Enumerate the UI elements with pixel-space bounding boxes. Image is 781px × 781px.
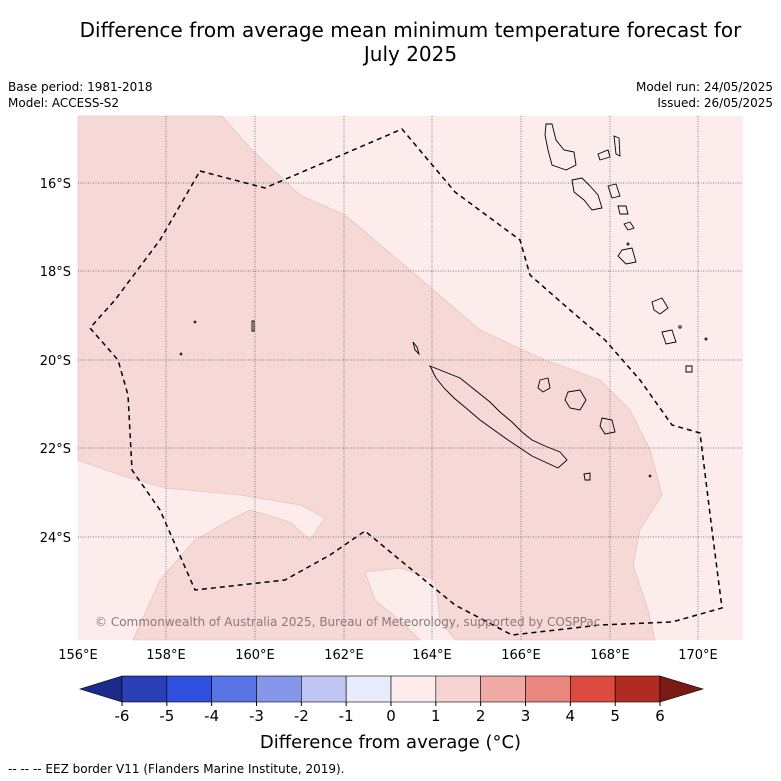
isle-of-pines — [583, 472, 591, 481]
colorbar-segment — [480, 675, 526, 703]
colorbar-segment — [570, 675, 616, 703]
left-meta: Base period: 1981-2018 Model: ACCESS-S2 — [8, 79, 153, 111]
x-tick-labels: 156°E 158°E 160°E 162°E 164°E 166°E 168°… — [58, 648, 718, 663]
colorbar-tick-label: 6 — [655, 707, 665, 725]
x-tick-170: 170°E — [678, 648, 718, 663]
loyalty-island-1 — [537, 377, 551, 393]
x-tick-168: 168°E — [590, 648, 630, 663]
loyalty-island-3 — [599, 417, 616, 435]
vanuatu-islands — [544, 123, 708, 373]
x-tick-166: 166°E — [501, 648, 541, 663]
x-tick-158: 158°E — [146, 648, 186, 663]
title-line-1: Difference from average mean minimum tem… — [79, 18, 742, 42]
right-meta: Model run: 24/05/2025 Issued: 26/05/2025 — [636, 79, 773, 111]
colorbar-segment — [256, 675, 302, 703]
loyalty-island-2 — [564, 389, 587, 411]
x-tick-160: 160°E — [235, 648, 275, 663]
colorbar-segment — [435, 675, 481, 703]
colorbar-label: Difference from average (°C) — [259, 732, 522, 753]
colorbar-segment — [525, 675, 571, 703]
colorbar-segment — [390, 675, 437, 703]
colorbar-tick-label: 4 — [566, 707, 576, 725]
colorbar-segment — [121, 675, 168, 703]
colorbar-segment — [301, 675, 347, 703]
y-tick-labels: 16°S 18°S 20°S 22°S 24°S — [40, 177, 71, 546]
colorbar-tick-label: -4 — [204, 707, 219, 725]
y-tick-16s: 16°S — [40, 177, 71, 192]
x-tick-164: 164°E — [412, 648, 452, 663]
model-name: Model: ACCESS-S2 — [8, 96, 120, 110]
y-tick-20s: 20°S — [40, 354, 71, 369]
colorbar-extend-min — [78, 675, 123, 703]
colorbar-segment — [345, 675, 392, 703]
eez-legend-note: -- -- -- EEZ border V11 (Flanders Marine… — [8, 762, 345, 776]
colorbar-tick-label: 2 — [476, 707, 486, 725]
title-line-2: July 2025 — [363, 42, 458, 66]
x-tick-162: 162°E — [324, 648, 364, 663]
colorbar-tick-label: -6 — [115, 707, 130, 725]
map-title: Difference from average mean minimum tem… — [0, 18, 781, 66]
colorbar-tick-label: -3 — [249, 707, 264, 725]
copyright-text: © Commonwealth of Australia 2025, Bureau… — [95, 615, 600, 629]
x-tick-156: 156°E — [58, 648, 98, 663]
colorbar-tick-label: 1 — [431, 707, 441, 725]
colorbar-tick-labels: -6 -5 -4 -3 -2 -1 0 1 2 3 4 5 6 — [115, 702, 665, 725]
y-tick-24s: 24°S — [40, 531, 71, 546]
base-period: Base period: 1981-2018 — [8, 80, 153, 94]
colorbar-tick-label: 5 — [610, 707, 620, 725]
colorbar-tick-label: -5 — [159, 707, 174, 725]
chesterfield-islands — [179, 320, 652, 478]
colorbar-extend-max — [659, 675, 705, 703]
issued-date: Issued: 26/05/2025 — [657, 96, 773, 110]
colorbar-segment — [211, 675, 257, 703]
colorbar-tick-label: -2 — [294, 707, 309, 725]
colorbar — [78, 675, 705, 703]
grid-lines — [78, 116, 743, 640]
model-run: Model run: 24/05/2025 — [635, 80, 773, 94]
island-north-tip — [412, 341, 420, 356]
y-tick-22s: 22°S — [40, 442, 71, 457]
colorbar-tick-label: 3 — [521, 707, 531, 725]
colorbar-segment — [614, 675, 661, 703]
colorbar-tick-label: 0 — [386, 707, 396, 725]
colorbar-segment — [166, 675, 212, 703]
eez-border — [88, 128, 723, 636]
colorbar-tick-label: -1 — [339, 707, 354, 725]
new-caledonia-coast — [429, 365, 568, 469]
y-tick-18s: 18°S — [40, 265, 71, 280]
